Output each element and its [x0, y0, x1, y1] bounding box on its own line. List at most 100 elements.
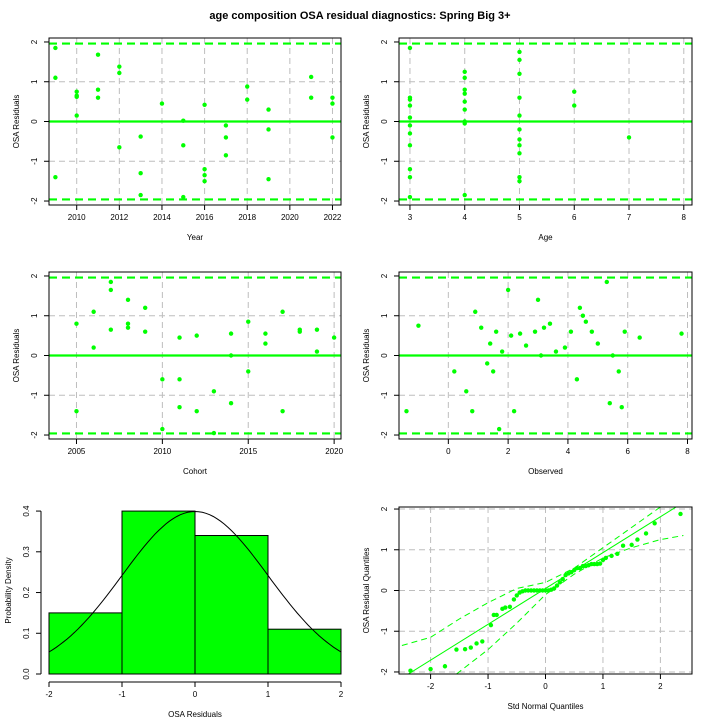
data-point: [223, 135, 229, 140]
y-tick-label: -1: [30, 391, 39, 399]
data-point: [297, 327, 302, 332]
data-point: [108, 279, 114, 285]
data-point: [408, 668, 413, 673]
data-point: [514, 593, 519, 598]
data-point: [643, 531, 649, 536]
data-point: [228, 401, 234, 406]
panel-2: 3 4 5 6 7 8 -2 -1 0 1 2 Age OSA Residuals: [362, 37, 693, 242]
y-tick-label: 1: [30, 79, 39, 84]
x-tick-label: 1: [266, 690, 271, 699]
y-tick-label: 2: [30, 273, 39, 278]
y-tick-label: -2: [30, 197, 39, 205]
y-tick-label: 0: [380, 353, 389, 358]
data-point: [117, 70, 122, 76]
x-tick-label: 4: [462, 213, 467, 222]
data-point: [160, 426, 165, 432]
data-point: [619, 404, 624, 410]
data-point: [202, 102, 207, 108]
data-point: [159, 101, 165, 106]
data-point: [626, 135, 632, 140]
data-point: [138, 170, 143, 176]
data-point: [407, 131, 413, 136]
x-tick-label: 2018: [238, 213, 256, 222]
data-point: [74, 408, 79, 414]
data-point: [597, 561, 603, 566]
data-point: [95, 95, 101, 100]
data-point: [523, 343, 529, 348]
data-point: [181, 118, 186, 123]
x-axis-label: Observed: [528, 467, 563, 476]
data-point: [517, 95, 522, 100]
data-point: [117, 145, 122, 150]
x-tick-label: 0: [446, 447, 451, 456]
data-point: [266, 107, 271, 112]
y-tick-label: -1: [380, 627, 389, 635]
data-point: [468, 645, 474, 650]
x-tick-label: 0: [543, 682, 548, 691]
data-point: [572, 89, 577, 94]
hist-bar: [267, 628, 342, 675]
x-axis-label: Age: [538, 233, 553, 242]
x-tick-label: -2: [427, 682, 435, 691]
y-tick-label: 0.2: [22, 586, 31, 598]
data-point: [480, 639, 485, 644]
data-point: [428, 666, 433, 672]
data-point: [603, 555, 609, 561]
x-tick-label: 2022: [324, 213, 342, 222]
y-axis-label: OSA Residuals: [12, 329, 21, 383]
data-point: [407, 123, 413, 128]
y-tick-label: 0: [380, 119, 389, 124]
y-tick-label: 0.3: [22, 546, 31, 558]
data-point: [246, 319, 251, 324]
x-tick-label: -1: [484, 682, 492, 691]
data-point: [330, 101, 335, 106]
data-point: [517, 57, 522, 63]
data-point: [652, 521, 657, 526]
data-point: [517, 71, 522, 76]
panel-6: -2 -1 0 1 2 -2 -1 0 1 2 Std Normal Quantiles OSA Re…: [362, 506, 693, 711]
x-tick-label: 2010: [153, 447, 171, 456]
data-point: [607, 401, 612, 406]
x-tick-label: 8: [685, 447, 690, 456]
data-point: [108, 287, 114, 293]
data-point: [541, 325, 547, 330]
data-point: [263, 331, 268, 336]
y-tick-label: -1: [380, 157, 389, 165]
data-point: [517, 143, 522, 148]
x-tick-label: 8: [682, 213, 687, 222]
data-point: [505, 287, 511, 293]
data-point: [517, 331, 523, 336]
data-point: [580, 313, 586, 318]
data-point: [407, 115, 413, 120]
data-point: [622, 329, 627, 334]
data-point: [194, 333, 199, 338]
data-point: [553, 349, 559, 354]
data-point: [202, 172, 207, 178]
y-tick-label: 2: [380, 273, 389, 278]
y-tick-label: -2: [30, 431, 39, 439]
data-point: [517, 137, 522, 142]
data-point: [679, 331, 684, 336]
data-point: [177, 377, 182, 382]
data-point: [142, 305, 148, 310]
data-point: [160, 377, 165, 382]
x-tick-label: 3: [408, 213, 413, 222]
y-tick-label: 1: [380, 79, 389, 84]
y-tick-label: 0.4: [22, 505, 31, 517]
data-point: [74, 94, 79, 100]
data-point: [473, 309, 478, 314]
data-point: [125, 325, 131, 330]
data-point: [503, 605, 508, 610]
data-point: [508, 333, 514, 338]
data-point: [488, 622, 494, 628]
x-tick-label: 7: [627, 213, 632, 222]
panel-3: 2005 2010 2015 2020 -2 -1 0 1 2 Cohort OSA Residua…: [12, 271, 344, 476]
data-point: [517, 178, 522, 184]
data-point: [583, 319, 589, 324]
y-tick-label: 0.0: [22, 668, 31, 680]
y-tick-label: 1: [30, 313, 39, 318]
data-point: [511, 408, 517, 414]
data-point: [589, 329, 595, 334]
data-point: [223, 123, 229, 128]
x-tick-label: 2: [506, 447, 511, 456]
